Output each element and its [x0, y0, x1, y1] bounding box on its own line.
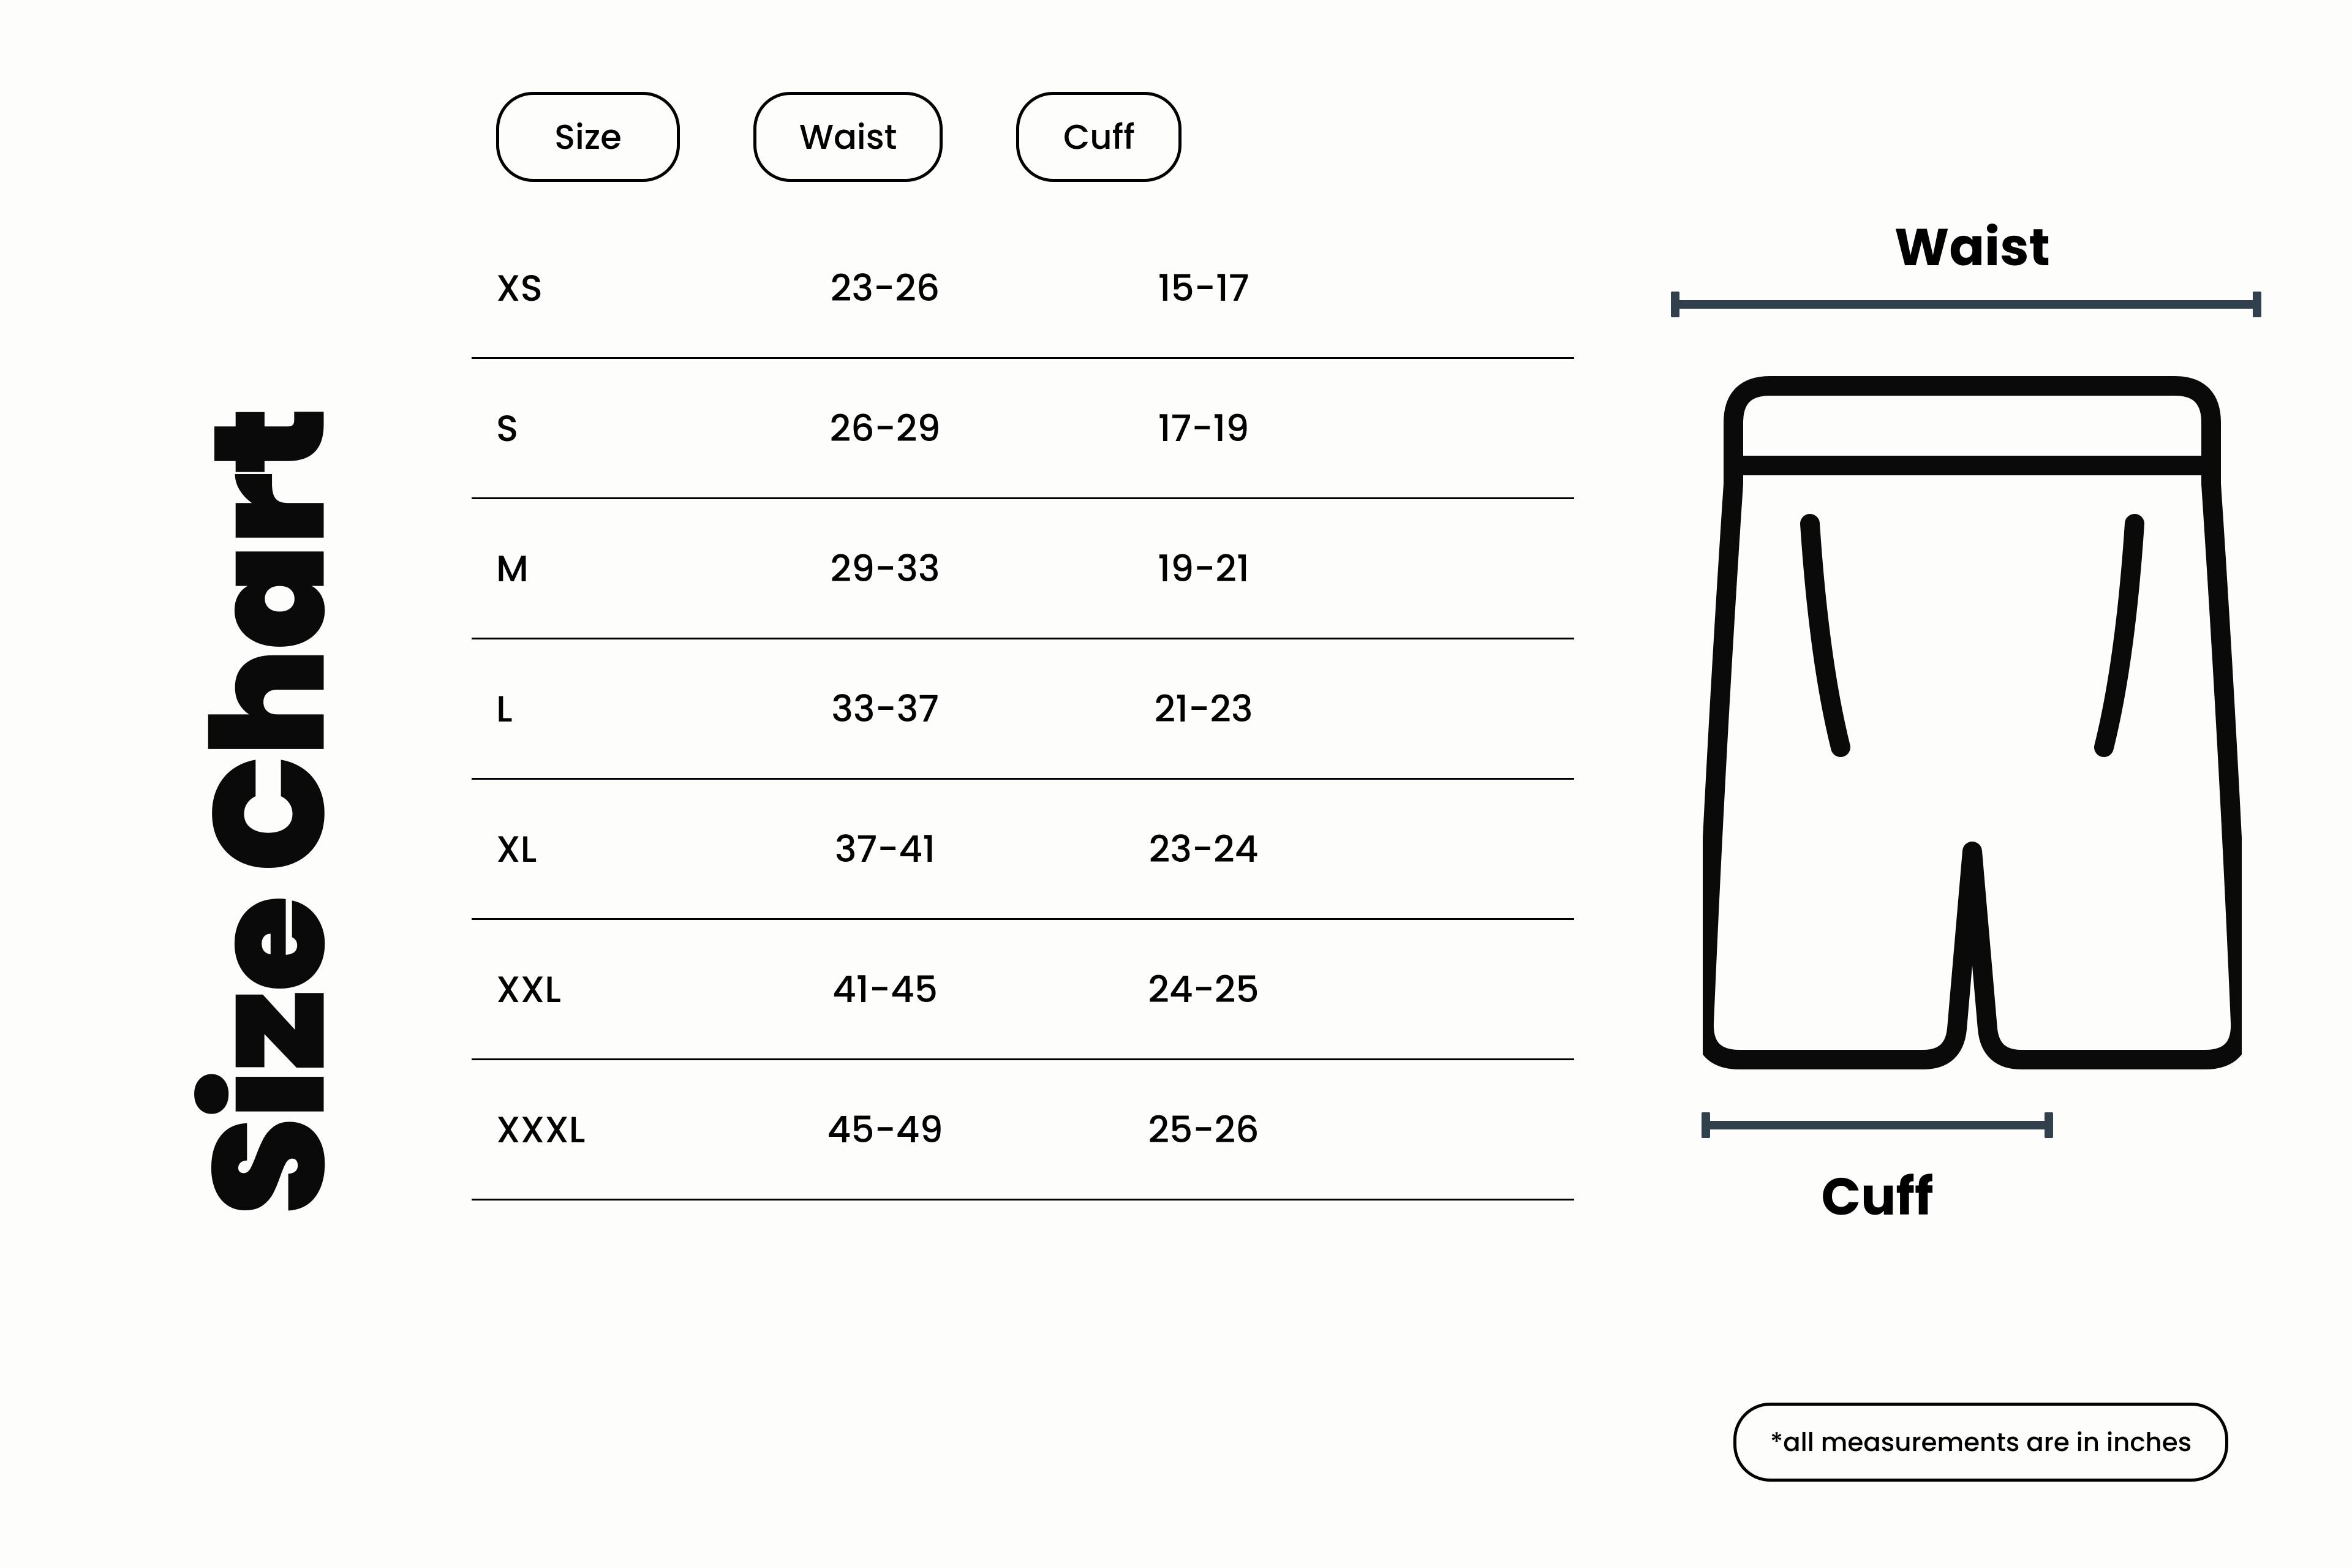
table-row: M 29-33 19-21 — [472, 499, 1574, 639]
header-waist: Waist — [753, 92, 943, 182]
cell-size: XXL — [496, 962, 756, 1017]
cell-waist: 37-41 — [756, 821, 1014, 876]
waist-label: Waist — [1666, 208, 2278, 287]
cell-cuff: 15-17 — [1075, 260, 1332, 315]
cell-size: S — [496, 401, 756, 456]
cell-waist: 29-33 — [756, 541, 1014, 596]
header-cuff: Cuff — [1016, 92, 1182, 182]
cell-waist: 23-26 — [756, 260, 1014, 315]
cell-cuff: 17-19 — [1075, 401, 1332, 456]
table-rows: XS 23-26 15-17 S 26-29 17-19 M 29-33 19-… — [472, 219, 1574, 1200]
cuff-measure-bar — [1703, 1121, 2052, 1129]
cell-size: XXXL — [496, 1102, 756, 1157]
waist-measure-bar — [1672, 300, 2260, 309]
table-row: XS 23-26 15-17 — [472, 219, 1574, 359]
cuff-label: Cuff — [1703, 1158, 2052, 1236]
measurement-note: *all measurements are in inches — [1733, 1403, 2228, 1482]
cell-waist: 26-29 — [756, 401, 1014, 456]
cell-waist: 33-37 — [756, 681, 1014, 736]
cell-cuff: 23-24 — [1075, 821, 1332, 876]
cell-cuff: 25-26 — [1075, 1102, 1332, 1157]
cell-size: XL — [496, 821, 756, 876]
cell-size: M — [496, 541, 756, 596]
cell-cuff: 24-25 — [1075, 962, 1332, 1017]
shorts-icon — [1703, 361, 2242, 1096]
cell-cuff: 21-23 — [1075, 681, 1332, 736]
cell-size: XS — [496, 260, 756, 315]
shorts-diagram: Waist Cuff — [1666, 208, 2278, 1262]
size-table: Size Waist Cuff XS 23-26 15-17 S 26-29 1… — [472, 92, 1574, 1200]
cell-waist: 41-45 — [756, 962, 1014, 1017]
cell-size: L — [496, 681, 756, 736]
table-row: XL 37-41 23-24 — [472, 780, 1574, 920]
table-row: XXL 41-45 24-25 — [472, 920, 1574, 1060]
header-size: Size — [496, 92, 680, 182]
table-row: L 33-37 21-23 — [472, 639, 1574, 780]
table-row: S 26-29 17-19 — [472, 359, 1574, 499]
cell-cuff: 19-21 — [1075, 541, 1332, 596]
table-row: XXXL 45-49 25-26 — [472, 1060, 1574, 1200]
cell-waist: 45-49 — [756, 1102, 1014, 1157]
table-header-row: Size Waist Cuff — [472, 92, 1574, 182]
page-title: Size Chart — [153, 408, 387, 1215]
